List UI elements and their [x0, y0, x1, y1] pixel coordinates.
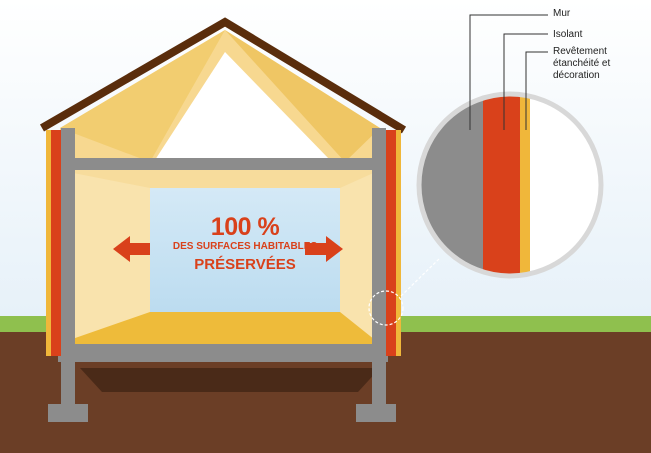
headline-percent: 100 %: [210, 213, 280, 241]
roof-line: [39, 17, 407, 134]
right-insulation: [386, 130, 396, 356]
right-wall-column: [372, 128, 386, 408]
arrow-left: [113, 236, 150, 262]
left-wall-column: [61, 128, 75, 408]
left-footing: [48, 404, 88, 422]
attic-facet-left: [60, 30, 225, 162]
callout-cladding-label: Revêtement étanchéité et décoration: [553, 46, 611, 81]
leader-revetement: [525, 51, 548, 130]
headline-line-1: DES SURFACES HABITABLES: [172, 241, 318, 252]
leader-mur: [469, 14, 548, 130]
crawlspace: [80, 368, 380, 392]
zoom-insulation-layer: [483, 94, 520, 276]
right-cladding: [396, 130, 401, 356]
arrow-right: [305, 236, 343, 262]
leader-isolant: [503, 33, 548, 130]
room-side-right: [340, 170, 380, 344]
left-insulation: [51, 130, 61, 356]
zoom-cladding-layer: [520, 94, 530, 276]
left-cladding: [46, 130, 51, 356]
callout-wall-label: Mur: [553, 8, 571, 19]
zoom-target: [368, 290, 404, 326]
upper-beam: [60, 158, 380, 170]
zoom-connector: [400, 257, 441, 297]
right-footing: [356, 404, 396, 422]
room-side-left: [58, 170, 150, 344]
callout-insulation-label: Isolant: [553, 29, 583, 40]
headline-line-2: PRÉSERVÉES: [194, 256, 296, 273]
floor-slab: [58, 344, 388, 362]
zoom-circle: [416, 91, 604, 279]
room-floor: [58, 312, 380, 344]
attic-facet-right: [225, 30, 380, 162]
zoom-detail: [419, 94, 601, 276]
attic-inner: [155, 52, 330, 160]
